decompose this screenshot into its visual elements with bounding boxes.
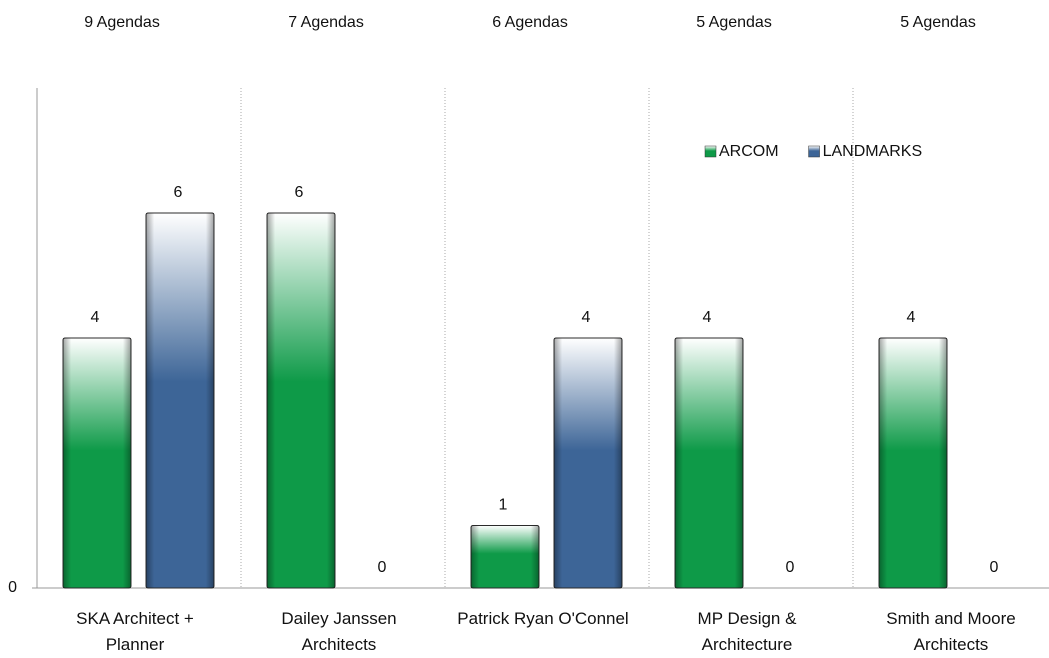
data-label: 6 — [295, 184, 304, 201]
x-tick-label: Smith and Moore Architects — [886, 609, 1016, 654]
bar-shade — [471, 525, 539, 588]
y-tick-label: 0 — [8, 579, 17, 596]
data-label: 1 — [499, 497, 508, 514]
group-label: 5 Agendas — [696, 14, 772, 31]
legend-swatch — [704, 145, 717, 158]
bar-shade — [146, 213, 214, 588]
data-label: 4 — [703, 309, 712, 326]
legend-swatch — [808, 145, 820, 158]
bar-shade — [554, 338, 622, 588]
x-tick-label: SKA Architect + Planner — [76, 609, 194, 654]
data-label: 0 — [786, 559, 795, 576]
group-label: 9 Agendas — [84, 14, 160, 31]
group-label: 6 Agendas — [492, 14, 568, 31]
data-label: 0 — [378, 559, 387, 576]
group-label: 5 Agendas — [900, 14, 976, 31]
bar-shade — [879, 338, 947, 588]
group-label: 7 Agendas — [288, 14, 364, 31]
data-label: 4 — [907, 309, 916, 326]
legend-label: LANDMARKS — [823, 143, 923, 160]
data-label: 6 — [174, 184, 183, 201]
bar-shade — [675, 338, 743, 588]
x-tick-label: Patrick Ryan O'Connel — [457, 609, 629, 628]
x-tick-label: Dailey Janssen Architects — [281, 609, 397, 654]
x-tick-label: MP Design & Architecture — [697, 609, 797, 654]
legend-label: ARCOM — [719, 143, 779, 160]
data-label: 0 — [990, 559, 999, 576]
bar-shade — [267, 213, 335, 588]
data-label: 4 — [91, 309, 100, 326]
bar-shade — [63, 338, 131, 588]
data-label: 4 — [582, 309, 591, 326]
